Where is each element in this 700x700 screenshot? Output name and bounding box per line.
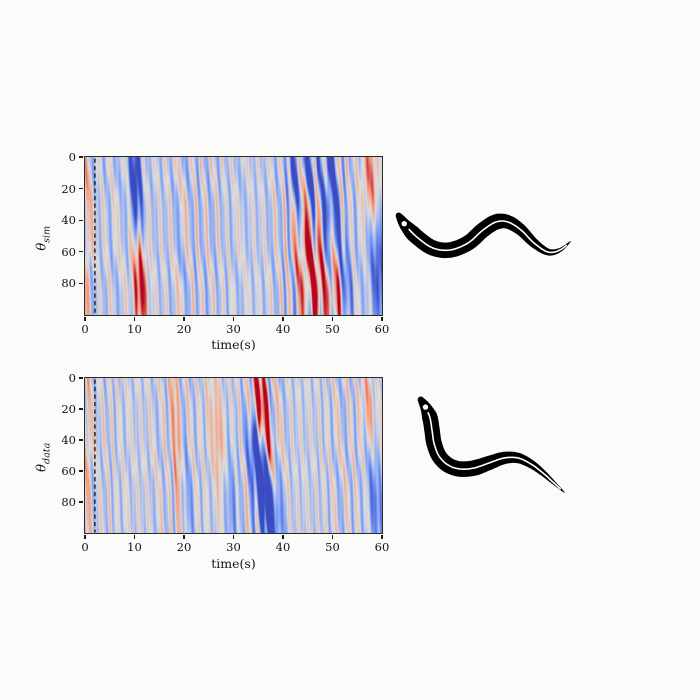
theta-subscript: sim bbox=[41, 225, 53, 243]
y-tick-label: 60 bbox=[61, 244, 76, 259]
y-tick bbox=[79, 156, 83, 158]
c-elegans-worm-icon bbox=[395, 212, 571, 259]
x-tick bbox=[133, 535, 136, 539]
y-tick bbox=[79, 377, 83, 379]
x-tick bbox=[331, 317, 334, 321]
x-tick-label: 30 bbox=[226, 322, 241, 336]
y-tick-label: 40 bbox=[61, 433, 76, 447]
y-tick-label: 60 bbox=[61, 464, 76, 478]
x-axis-label-data: time(s) bbox=[211, 556, 256, 571]
y-tick bbox=[79, 219, 83, 221]
y-axis-label-data: θdata bbox=[35, 417, 56, 497]
worm-body bbox=[395, 212, 571, 259]
x-tick-label: 40 bbox=[275, 540, 291, 554]
kymograph-heatmap-sim bbox=[85, 157, 382, 315]
y-tick bbox=[79, 501, 83, 503]
x-tick bbox=[381, 535, 383, 539]
x-tick-label: 20 bbox=[176, 540, 192, 554]
y-tick-label: 20 bbox=[61, 181, 76, 196]
x-tick bbox=[232, 535, 235, 539]
kymograph-plot-sim bbox=[84, 156, 383, 316]
y-tick-label: 0 bbox=[68, 150, 76, 164]
x-tick bbox=[133, 317, 136, 321]
y-tick bbox=[79, 282, 83, 284]
x-tick-label: 10 bbox=[127, 540, 142, 554]
kymograph-plot-data bbox=[84, 377, 383, 534]
x-tick-label: 50 bbox=[325, 540, 340, 554]
worm-midline bbox=[427, 411, 562, 490]
x-tick bbox=[282, 535, 284, 539]
x-tick-label: 60 bbox=[374, 540, 390, 554]
x-tick bbox=[183, 317, 185, 321]
y-tick bbox=[79, 188, 83, 190]
x-tick-label: 0 bbox=[81, 322, 89, 336]
worm-body bbox=[417, 396, 565, 493]
worm-head-spot bbox=[401, 221, 407, 227]
x-tick-label: 60 bbox=[374, 322, 390, 336]
x-tick-label: 10 bbox=[127, 322, 142, 336]
y-tick-label: 20 bbox=[61, 402, 76, 416]
x-tick bbox=[331, 535, 334, 539]
worm-midline bbox=[408, 220, 568, 254]
y-tick bbox=[79, 408, 83, 410]
x-tick bbox=[183, 535, 185, 539]
x-tick-label: 30 bbox=[226, 540, 241, 554]
x-tick bbox=[84, 317, 86, 321]
x-tick bbox=[381, 317, 383, 321]
y-tick-label: 80 bbox=[61, 276, 76, 291]
x-tick-label: 50 bbox=[325, 322, 340, 336]
y-tick bbox=[79, 439, 83, 441]
worm-head-spot bbox=[422, 404, 429, 410]
x-tick-label: 40 bbox=[275, 322, 291, 336]
y-tick-label: 40 bbox=[61, 213, 76, 228]
x-tick-label: 0 bbox=[81, 540, 89, 554]
y-tick bbox=[79, 470, 83, 472]
c-elegans-worm-icon bbox=[417, 396, 565, 493]
y-tick-label: 0 bbox=[68, 371, 76, 385]
x-tick bbox=[282, 317, 284, 321]
x-tick bbox=[84, 535, 86, 539]
x-tick bbox=[232, 317, 235, 321]
y-axis-label-sim: θsim bbox=[35, 198, 56, 278]
kymograph-heatmap-data bbox=[85, 378, 382, 533]
x-tick-label: 20 bbox=[176, 322, 192, 336]
y-tick-label: 80 bbox=[61, 495, 76, 509]
x-axis-label-sim: time(s) bbox=[211, 337, 256, 352]
y-tick bbox=[79, 251, 83, 253]
